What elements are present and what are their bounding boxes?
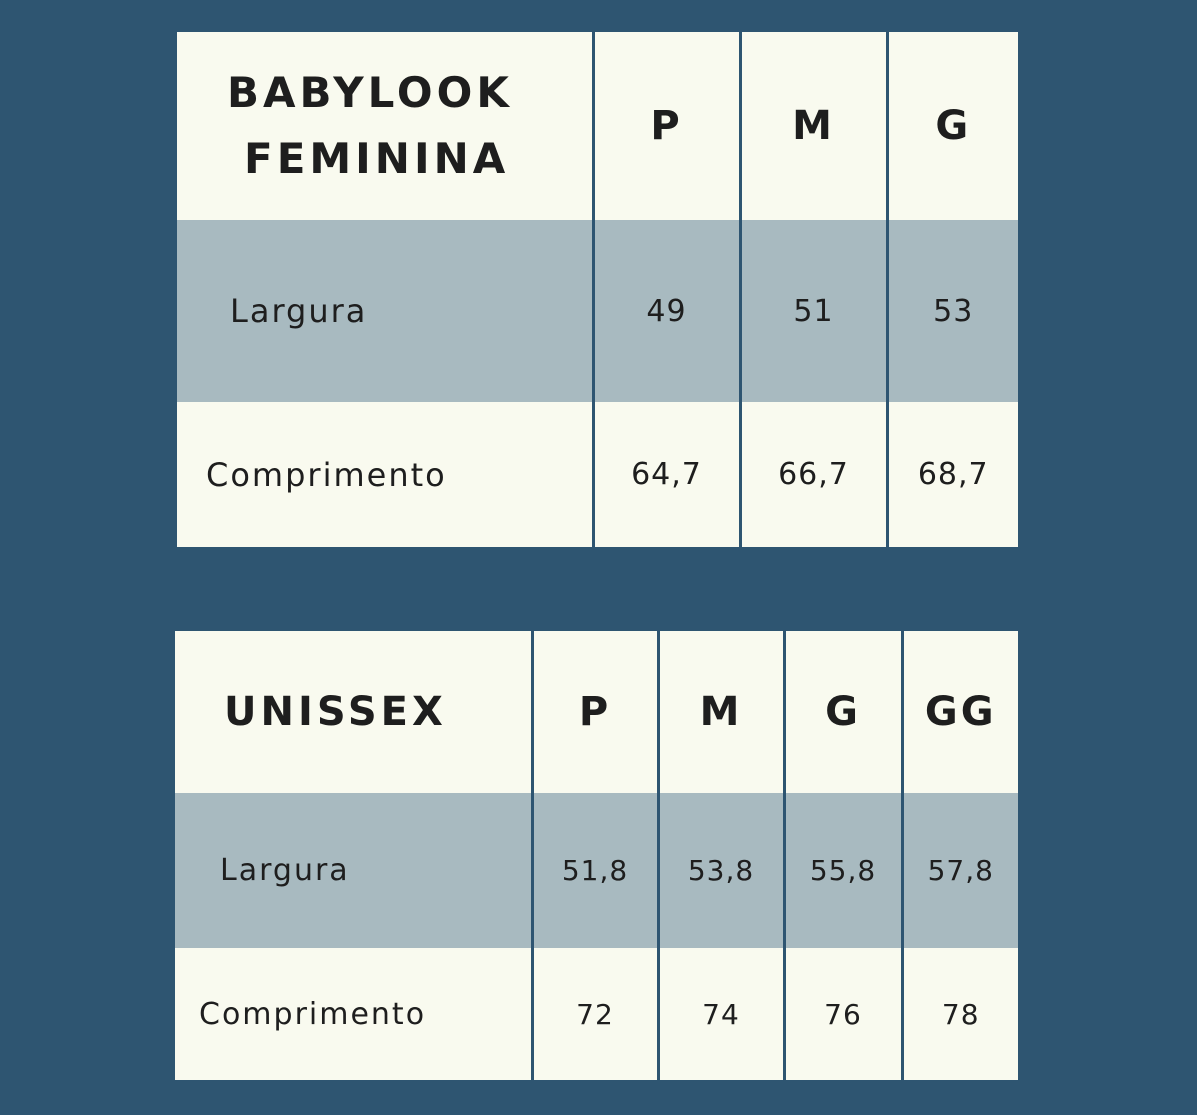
table-title-line1: BABYLOOK (227, 68, 513, 117)
cell-value: 51 (738, 220, 887, 402)
size-header-g: G (782, 631, 902, 793)
table-header-row: UNISSEX P M G GG (175, 631, 1018, 793)
cell-value: 53,8 (656, 793, 784, 948)
table-row-comprimento: Comprimento 64,7 66,7 68,7 (177, 402, 1018, 547)
size-header-m: M (656, 631, 784, 793)
size-header-gg: GG (900, 631, 1018, 793)
row-label: Comprimento (175, 948, 532, 1080)
cell-value: 55,8 (782, 793, 902, 948)
size-header-m: M (738, 32, 887, 220)
table-row-largura: Largura 49 51 53 (177, 220, 1018, 402)
table-header-row: BABYLOOK FEMININA P M G (177, 32, 1018, 220)
cell-value: 51,8 (530, 793, 658, 948)
cell-value: 53 (885, 220, 1018, 402)
cell-value: 78 (900, 948, 1018, 1080)
size-header-p: P (530, 631, 658, 793)
cell-value: 76 (782, 948, 902, 1080)
row-label: Largura (177, 220, 593, 402)
cell-value: 64,7 (591, 402, 740, 547)
table-row-largura: Largura 51,8 53,8 55,8 57,8 (175, 793, 1018, 948)
unissex-size-table: UNISSEX P M G GG Largura 51,8 53,8 55,8 … (175, 631, 1018, 1080)
row-label: Largura (175, 793, 532, 948)
row-label: Comprimento (177, 402, 593, 547)
table-title-line2: FEMININA (244, 134, 510, 183)
cell-value: 66,7 (738, 402, 887, 547)
cell-value: 72 (530, 948, 658, 1080)
cell-value: 68,7 (885, 402, 1018, 547)
babylook-size-table: BABYLOOK FEMININA P M G Largura 49 51 53… (177, 32, 1018, 547)
table-title-cell: UNISSEX (175, 631, 532, 793)
cell-value: 74 (656, 948, 784, 1080)
size-header-g: G (885, 32, 1018, 220)
table-row-comprimento: Comprimento 72 74 76 78 (175, 948, 1018, 1080)
table-title-cell: BABYLOOK FEMININA (177, 32, 593, 220)
cell-value: 57,8 (900, 793, 1018, 948)
size-header-p: P (591, 32, 740, 220)
cell-value: 49 (591, 220, 740, 402)
